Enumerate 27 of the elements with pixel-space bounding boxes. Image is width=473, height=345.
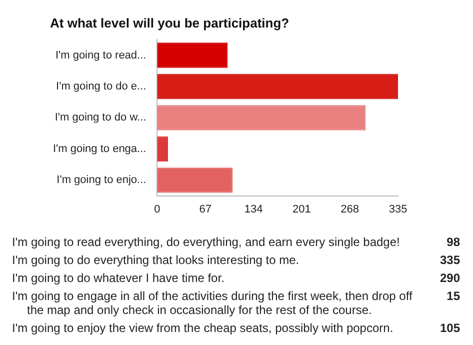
- x-tick-label: 0: [154, 203, 160, 216]
- text: 105: [438, 320, 460, 337]
- x-tick-label: 268: [340, 203, 360, 216]
- text: 15: [446, 288, 460, 305]
- y-tick-label: I'm going to do e...: [56, 80, 146, 92]
- bar: [157, 42, 228, 68]
- bar: [157, 136, 168, 162]
- text: I'm going to enjoy the view from the cheap seats, possibly with popcorn.: [12, 320, 394, 337]
- text: I'm going to engage in all of the activities during the first week, then drop off the map and only check in occasionally for the rest of the course.: [12, 288, 414, 319]
- x-tick-label: 67: [199, 203, 212, 216]
- text: 335: [438, 252, 460, 269]
- y-tick-label: I'm going to read...: [55, 49, 146, 62]
- bar: [157, 105, 366, 130]
- y-tick-label: I'm going to enga...: [52, 142, 146, 155]
- text: I'm going to do everything that looks interesting to me.: [12, 252, 300, 269]
- text: I'm going to read everything, do everything, and earn every single badge!: [12, 234, 401, 251]
- bar: [157, 74, 398, 100]
- x-tick-label: 201: [292, 203, 311, 216]
- y-tick-label: I'm going to do w...: [54, 112, 146, 124]
- text: I'm going to do whatever I have time for.: [12, 270, 226, 287]
- text: 290: [438, 270, 460, 287]
- text: 98: [446, 234, 460, 251]
- bar: [157, 168, 233, 193]
- chart-title: At what level will you be participating?: [50, 15, 290, 30]
- x-tick-label: 335: [388, 203, 408, 216]
- y-tick-label: I'm going to enjo...: [56, 174, 146, 186]
- x-tick-label: 134: [244, 203, 263, 216]
